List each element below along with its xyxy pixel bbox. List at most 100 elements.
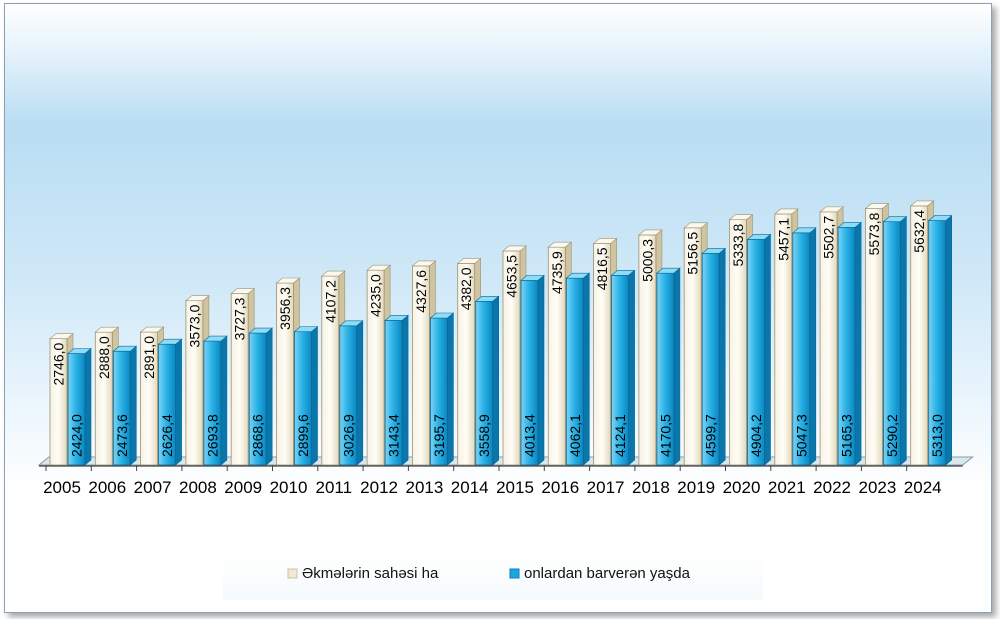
legend-swatch-series-0 xyxy=(287,568,298,579)
chart-frame: 2746,0 2424,0 2888,0 2473,6 2891,0 2626,4 3573… xyxy=(4,3,992,613)
x-tick-label-2024: 2024 xyxy=(904,478,942,497)
bar-top-s0-2013 xyxy=(411,260,437,267)
data-label-s1-2009: 2868,6 xyxy=(250,414,266,457)
bar-top-s1-2022 xyxy=(837,222,862,228)
x-tick-label-2015: 2015 xyxy=(496,478,534,497)
x-tick-label-2013: 2013 xyxy=(405,478,443,497)
bar-top-s0-2015 xyxy=(502,245,527,252)
bar-top-s0-2005 xyxy=(49,333,74,339)
data-label-s1-2017: 4124,1 xyxy=(612,414,628,457)
bar-top-s0-2011 xyxy=(320,270,346,277)
bar-top-s1-2005 xyxy=(67,348,92,354)
x-tick-label-2019: 2019 xyxy=(677,478,715,497)
data-label-s0-2012: 4235,0 xyxy=(368,274,384,317)
bar-s1-2011 xyxy=(338,320,364,466)
bar-side-s1-2006 xyxy=(130,345,137,466)
bar-side-s1-2005 xyxy=(84,347,92,466)
data-label-s1-2020: 4904,2 xyxy=(748,414,764,457)
data-label-s0-2013: 4327,6 xyxy=(413,270,429,313)
x-tick-label-2012: 2012 xyxy=(360,478,398,497)
x-tick-label-2007: 2007 xyxy=(134,478,172,497)
x-tick-label-2006: 2006 xyxy=(88,478,126,497)
bar-top-s1-2016 xyxy=(565,272,591,279)
bar-side-s1-2022 xyxy=(854,221,862,466)
bar-top-s1-2009 xyxy=(248,327,274,334)
data-label-s0-2009: 3727,3 xyxy=(232,297,248,340)
bar-top-s0-2020 xyxy=(728,214,754,220)
bar-top-s0-2007 xyxy=(139,326,165,333)
bar-side-s1-2019 xyxy=(718,247,726,466)
bar-side-s1-2018 xyxy=(673,267,681,466)
bar-s1-2018 xyxy=(656,267,681,466)
x-tick-label-2014: 2014 xyxy=(451,478,489,497)
bar-side-s1-2015 xyxy=(537,274,545,466)
bar-top-s1-2019 xyxy=(701,248,727,254)
bar-side-s1-2017 xyxy=(628,269,635,466)
bar-top-s1-2018 xyxy=(656,267,681,274)
bar-side-s1-2011 xyxy=(356,320,364,466)
bar-side-s1-2009 xyxy=(265,327,273,466)
data-label-s1-2019: 4599,7 xyxy=(703,414,719,457)
bar-s1-2017 xyxy=(610,269,636,466)
bar-s1-2006 xyxy=(112,345,138,466)
legend-label-series-1: onlardan barverən yaşda xyxy=(524,565,691,582)
data-label-s1-2013: 3195,7 xyxy=(431,414,447,457)
data-label-s0-2011: 4107,2 xyxy=(322,280,338,323)
bar-top-s1-2023 xyxy=(882,216,908,222)
data-label-s0-2015: 4653,5 xyxy=(504,255,520,298)
bar-top-s0-2021 xyxy=(773,208,799,215)
bar-chart: 2746,0 2424,0 2888,0 2473,6 2891,0 2626,4 3573… xyxy=(37,200,975,600)
x-axis: 2005 2006 2007 2008 2009 2010 2011 2012 2013 2014… xyxy=(39,465,963,497)
label-layer: 2746,0 2424,0 2888,0 2473,6 2891,0 2626,4 3573… xyxy=(51,210,946,457)
data-label-s0-2017: 4816,5 xyxy=(594,247,610,290)
bar-side-s1-2008 xyxy=(220,335,228,466)
data-label-s1-2015: 4013,4 xyxy=(522,414,538,457)
data-label-s0-2022: 5502,7 xyxy=(821,216,837,259)
data-label-s1-2010: 2899,6 xyxy=(295,414,311,457)
bar-top-s0-2006 xyxy=(94,326,120,333)
legend-box xyxy=(223,552,763,600)
bar-s1-2022 xyxy=(837,221,862,466)
bar-s1-2012 xyxy=(384,314,409,466)
data-label-s0-2023: 5573,8 xyxy=(866,212,882,255)
x-tick-label-2021: 2021 xyxy=(768,478,806,497)
bar-top-s1-2020 xyxy=(746,234,772,240)
data-label-s0-2010: 3956,3 xyxy=(277,287,293,330)
data-label-s1-2016: 4062,1 xyxy=(567,414,583,457)
data-label-s1-2008: 2693,8 xyxy=(204,414,220,457)
bar-top-s0-2022 xyxy=(819,206,844,213)
bar-side-s1-2020 xyxy=(764,233,771,466)
bar-s1-2015 xyxy=(520,274,545,466)
x-tick-label-2010: 2010 xyxy=(270,478,308,497)
data-label-s0-2019: 5156,5 xyxy=(685,232,701,275)
data-label-s1-2021: 5047,3 xyxy=(793,414,809,457)
bar-s1-2021 xyxy=(791,227,817,466)
bar-top-s0-2024 xyxy=(909,200,935,207)
data-label-s1-2018: 4170,5 xyxy=(657,414,673,457)
x-tick-label-2009: 2009 xyxy=(224,478,262,497)
bar-s1-2005 xyxy=(67,347,92,466)
bar-top-s1-2006 xyxy=(112,345,138,352)
bar-side-s1-2016 xyxy=(582,272,590,466)
data-label-s1-2014: 3558,9 xyxy=(476,414,492,457)
bar-s1-2013 xyxy=(429,312,455,466)
data-label-s1-2011: 3026,9 xyxy=(340,414,356,457)
bar-top-s0-2010 xyxy=(275,277,301,284)
bar-top-s1-2021 xyxy=(791,227,817,234)
bar-s1-2024 xyxy=(927,214,953,466)
x-tick-label-2017: 2017 xyxy=(587,478,625,497)
data-label-s0-2020: 5333,8 xyxy=(730,223,746,266)
data-label-s1-2005: 2424,0 xyxy=(69,414,85,457)
bar-s1-2019 xyxy=(701,247,727,466)
bar-s1-2023 xyxy=(882,216,908,466)
x-tick-label-2011: 2011 xyxy=(316,478,353,497)
bar-side-s1-2021 xyxy=(809,227,817,466)
data-label-s0-2016: 4735,9 xyxy=(549,251,565,294)
bar-top-s1-2014 xyxy=(474,295,500,302)
data-label-s1-2006: 2473,6 xyxy=(114,414,130,457)
data-label-s1-2022: 5165,3 xyxy=(839,414,855,457)
bar-side-s1-2023 xyxy=(900,216,907,466)
bar-top-s0-2017 xyxy=(592,238,618,244)
x-tick-label-2018: 2018 xyxy=(632,478,670,497)
data-label-s0-2005: 2746,0 xyxy=(51,342,67,385)
